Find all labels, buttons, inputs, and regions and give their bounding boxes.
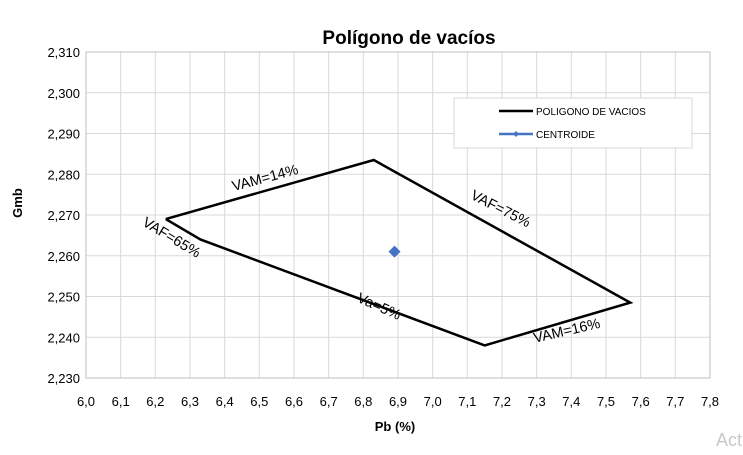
y-tick-label: 2,300 <box>47 86 80 101</box>
activation-watermark: Act <box>716 430 743 450</box>
x-tick-label: 7,2 <box>493 394 511 409</box>
y-tick-label: 2,270 <box>47 208 80 223</box>
y-tick-label: 2,280 <box>47 167 80 182</box>
y-axis-title: Gmb <box>10 188 25 218</box>
x-tick-label: 7,5 <box>597 394 615 409</box>
x-axis-title: Pb (%) <box>375 419 415 434</box>
x-tick-label: 6,4 <box>216 394 234 409</box>
legend-marker-centroid <box>513 131 519 137</box>
x-tick-label: 7,0 <box>424 394 442 409</box>
x-tick-label: 6,2 <box>146 394 164 409</box>
centroid-point <box>388 245 401 258</box>
annotations: VAM=14%VAF=75%VAF=65%Va=5%VAM=16% <box>139 162 601 347</box>
x-tick-label: 6,5 <box>250 394 268 409</box>
y-tick-label: 2,310 <box>47 45 80 60</box>
annotation-label: Va=5% <box>355 290 404 323</box>
annotation-label: VAF=75% <box>468 188 533 232</box>
series-line-void-polygon <box>165 158 634 347</box>
y-tick-label: 2,290 <box>47 127 80 142</box>
plot-area-border <box>85 51 711 379</box>
x-axis-ticks: 6,0 6,1 6,2 6,3 6,4 6,5 6,6 6,7 6,8 6,9 7,0 7,1 7,2 7… <box>77 394 719 409</box>
y-tick-label: 2,250 <box>47 290 80 305</box>
chart-title: Polígono de vacíos <box>322 28 495 49</box>
x-tick-label: 7,8 <box>701 394 719 409</box>
x-tick-label: 7,6 <box>632 394 650 409</box>
y-tick-label: 2,230 <box>47 371 80 386</box>
legend-box <box>453 97 693 149</box>
legend-label-polygon: POLIGONO DE VACIOS <box>536 107 646 118</box>
x-tick-label: 6,6 <box>285 394 303 409</box>
x-tick-label: 7,4 <box>562 394 580 409</box>
y-axis-ticks: 2,230 2,240 2,250 2,260 2,270 2,280 2,290 2,300… <box>47 45 80 386</box>
x-tick-label: 7,1 <box>458 394 476 409</box>
x-tick-label: 7,3 <box>528 394 546 409</box>
x-tick-label: 6,9 <box>389 394 407 409</box>
y-tick-label: 2,260 <box>47 249 80 264</box>
legend: POLIGONO DE VACIOS CENTROIDE <box>453 97 693 149</box>
series-layer <box>165 158 634 347</box>
y-tick-label: 2,240 <box>47 330 80 345</box>
x-tick-label: 7,7 <box>666 394 684 409</box>
x-tick-label: 6,7 <box>320 394 338 409</box>
x-tick-label: 6,3 <box>181 394 199 409</box>
x-tick-label: 6,8 <box>354 394 372 409</box>
x-tick-label: 6,1 <box>112 394 130 409</box>
x-tick-label: 6,0 <box>77 394 95 409</box>
legend-label-centroid: CENTROIDE <box>536 130 595 141</box>
